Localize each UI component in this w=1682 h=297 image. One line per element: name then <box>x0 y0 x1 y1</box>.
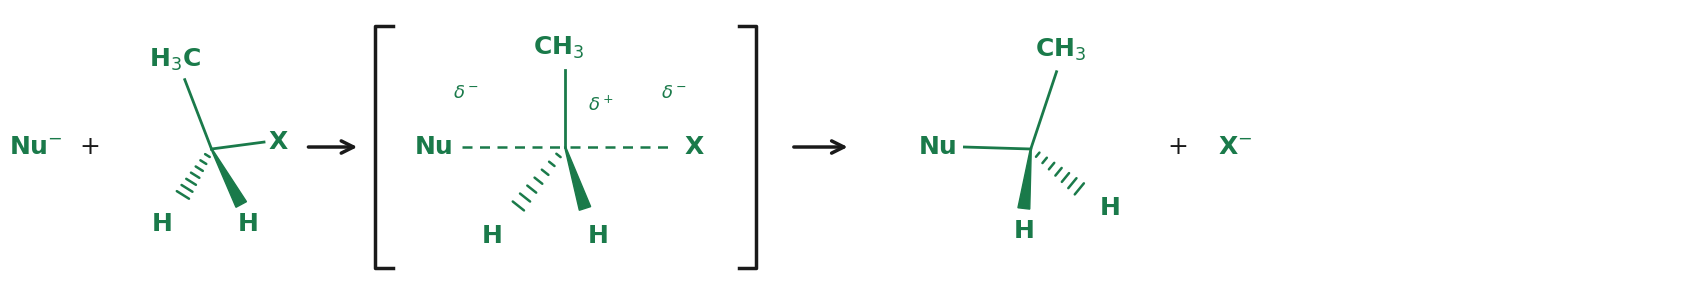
Polygon shape <box>565 147 590 210</box>
Text: Nu$^{-}$: Nu$^{-}$ <box>10 135 62 159</box>
Text: $\delta^+$: $\delta^+$ <box>589 96 614 115</box>
Text: CH$_3$: CH$_3$ <box>533 35 584 61</box>
Text: Nu: Nu <box>415 135 454 159</box>
Text: X: X <box>685 135 703 159</box>
Text: H: H <box>481 224 503 248</box>
Text: +: + <box>79 135 101 159</box>
Text: H: H <box>1100 196 1120 220</box>
Text: $\delta^-$: $\delta^-$ <box>452 83 479 102</box>
Text: H$_3$C: H$_3$C <box>150 47 200 73</box>
Text: H: H <box>1014 219 1034 243</box>
Text: CH$_3$: CH$_3$ <box>1034 37 1087 63</box>
Text: H: H <box>237 212 259 236</box>
Text: Nu: Nu <box>918 135 957 159</box>
Text: H: H <box>587 224 609 248</box>
Text: $\delta^-$: $\delta^-$ <box>661 83 688 102</box>
Text: X$^{-}$: X$^{-}$ <box>1218 135 1251 159</box>
Polygon shape <box>1018 149 1031 209</box>
Text: +: + <box>1167 135 1187 159</box>
Text: H: H <box>151 212 173 236</box>
Text: X: X <box>267 130 288 154</box>
Polygon shape <box>210 149 247 207</box>
